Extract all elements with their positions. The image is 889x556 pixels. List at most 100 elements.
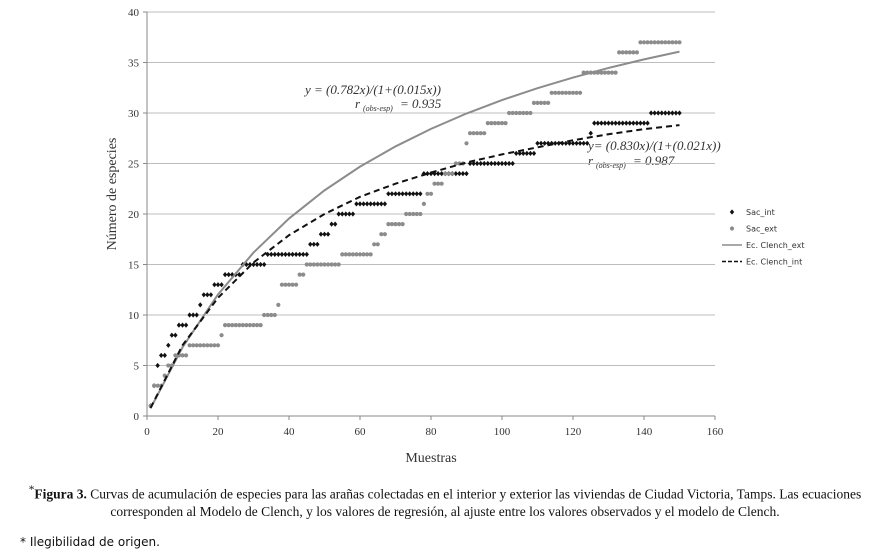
- data-point: [286, 251, 292, 257]
- data-point: [510, 110, 515, 116]
- data-point: [503, 160, 508, 167]
- x-tick-label: 0: [144, 426, 150, 438]
- data-point: [226, 272, 231, 278]
- data-point: [364, 201, 370, 207]
- data-point: [308, 241, 313, 247]
- data-point: [336, 262, 341, 267]
- data-point: [617, 50, 622, 55]
- data-point: [205, 292, 210, 298]
- data-point: [297, 251, 302, 257]
- data-point: [180, 353, 185, 358]
- data-point: [425, 191, 430, 196]
- data-point: [155, 383, 160, 388]
- data-point: [485, 121, 490, 126]
- data-point: [208, 343, 213, 348]
- data-point: [311, 262, 316, 267]
- data-point: [478, 160, 483, 167]
- data-point: [453, 171, 459, 177]
- data-point: [329, 262, 334, 267]
- data-point: [592, 120, 597, 126]
- r-value: = 0.935: [400, 96, 442, 111]
- data-point: [162, 352, 167, 358]
- data-point: [450, 171, 455, 176]
- data-point: [538, 100, 544, 105]
- data-point: [634, 50, 640, 55]
- data-point: [180, 322, 185, 328]
- data-point: [350, 252, 355, 257]
- data-point: [382, 201, 388, 207]
- data-point: [404, 211, 409, 217]
- caption-text: Curvas de acumulación de especies para l…: [90, 486, 862, 519]
- data-point: [609, 70, 615, 75]
- legend-marker: [729, 209, 735, 215]
- y-tick-label: 35: [128, 58, 140, 70]
- data-point: [354, 201, 359, 207]
- data-point: [474, 160, 480, 167]
- data-point: [531, 100, 537, 105]
- data-point: [198, 302, 203, 308]
- data-point: [418, 211, 423, 217]
- data-point: [524, 150, 530, 156]
- data-point: [457, 171, 462, 177]
- r-value: = 0.987: [633, 153, 675, 168]
- data-point: [563, 140, 569, 146]
- data-point: [286, 282, 292, 287]
- data-point: [638, 40, 643, 45]
- data-point: [414, 211, 419, 217]
- data-point: [315, 241, 320, 247]
- data-point: [183, 353, 189, 358]
- data-point: [325, 231, 331, 237]
- data-point: [215, 282, 221, 288]
- data-point: [489, 160, 494, 167]
- x-tick-label: 140: [636, 426, 653, 438]
- data-point: [237, 272, 242, 278]
- data-point: [340, 211, 345, 217]
- y-axis-label: Número de especies: [105, 138, 120, 251]
- data-point: [251, 261, 256, 268]
- data-point: [666, 110, 672, 116]
- data-point: [325, 262, 331, 267]
- data-point: [602, 120, 608, 126]
- data-point: [407, 211, 412, 217]
- data-point: [375, 242, 380, 247]
- data-point: [322, 231, 327, 237]
- data-point: [588, 130, 593, 136]
- data-point: [247, 323, 253, 328]
- data-point: [290, 251, 295, 257]
- data-point: [517, 110, 522, 116]
- data-point: [620, 120, 625, 126]
- data-point: [549, 90, 554, 95]
- data-point: [567, 140, 572, 146]
- data-point: [219, 333, 224, 338]
- data-point: [159, 352, 164, 358]
- data-point: [350, 211, 356, 217]
- data-point: [190, 312, 196, 318]
- data-point: [226, 323, 231, 328]
- data-point: [659, 40, 664, 45]
- data-point: [606, 70, 611, 75]
- data-point: [606, 120, 611, 126]
- data-point: [400, 222, 405, 227]
- data-point: [528, 150, 533, 156]
- data-point: [212, 343, 217, 348]
- data-point: [496, 160, 501, 167]
- data-point: [524, 110, 529, 116]
- data-point: [648, 110, 654, 116]
- data-point: [507, 110, 512, 116]
- data-point: [670, 40, 675, 45]
- data-point: [272, 312, 277, 318]
- data-point: [304, 251, 309, 257]
- data-point: [464, 141, 469, 146]
- data-point: [613, 70, 618, 75]
- data-point: [475, 131, 480, 136]
- data-point: [240, 323, 245, 328]
- r-subscript: (obs-esp): [363, 104, 393, 113]
- data-point: [219, 282, 224, 288]
- data-point: [393, 222, 398, 227]
- data-point: [283, 251, 288, 257]
- data-point: [194, 312, 199, 318]
- data-point: [659, 110, 664, 116]
- data-point: [577, 140, 583, 146]
- legend-label: Ec. Clench_int: [746, 258, 802, 267]
- data-point: [368, 252, 373, 257]
